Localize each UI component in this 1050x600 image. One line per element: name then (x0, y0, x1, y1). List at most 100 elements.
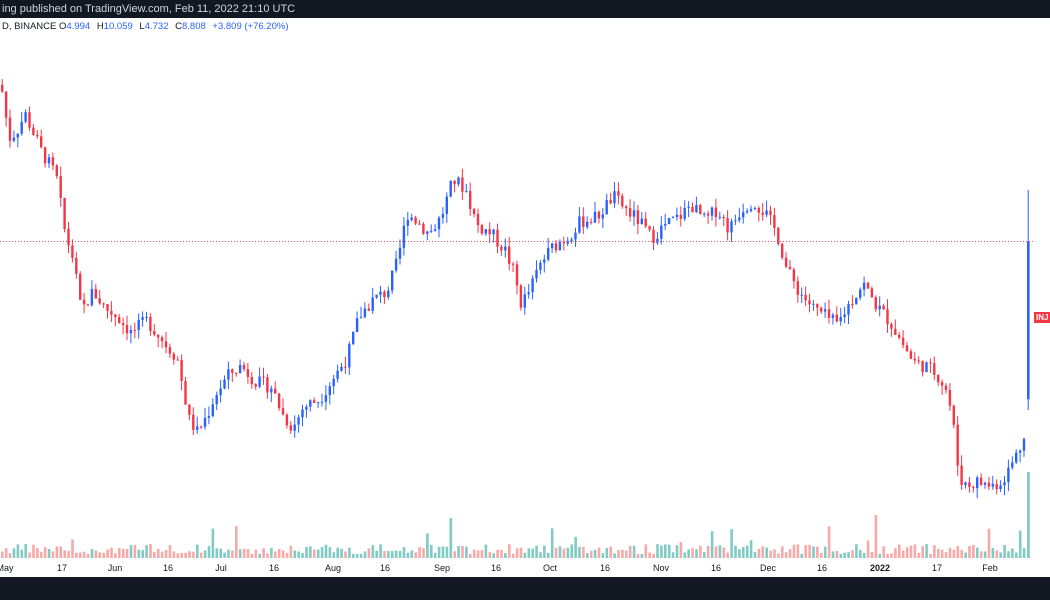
candle-body (765, 210, 768, 215)
volume-bar (730, 529, 733, 558)
volume-bar (535, 545, 538, 558)
candle-body (133, 329, 136, 331)
candle-body (890, 324, 893, 329)
volume-bar (336, 547, 339, 558)
volume-bar (870, 551, 874, 558)
volume-bar (734, 545, 737, 558)
candle-body (63, 197, 66, 229)
volume-bar (948, 547, 952, 558)
candle-body (441, 213, 445, 218)
volume-bar (827, 526, 831, 558)
volume-bar (110, 547, 113, 558)
volume-bar (613, 553, 616, 558)
candle-body (402, 225, 406, 248)
volume-bar (937, 548, 940, 558)
x-tick-label: 16 (491, 563, 501, 573)
time-axis: May 17 Jun 16 Jul 16 Aug 16 Sep 16 Oct 16 Nov 16 Dec 16… (0, 563, 998, 573)
candle-body (691, 206, 694, 213)
candle-body (98, 298, 101, 304)
volume-bar (671, 552, 675, 558)
volume-bar (656, 544, 659, 558)
volume-bar (586, 552, 589, 558)
volume-bar (430, 544, 433, 558)
volume-bar (901, 550, 905, 558)
volume-bar (192, 551, 195, 558)
candle-body (406, 220, 409, 226)
candle-body (964, 482, 967, 485)
candle-body (328, 386, 331, 396)
volume-bar (570, 544, 573, 558)
candle-body (320, 401, 324, 403)
candle-body (905, 345, 909, 352)
candle-body (433, 229, 437, 231)
volume-bar (562, 548, 566, 558)
candle-body (414, 217, 417, 224)
volume-bar (250, 553, 254, 558)
candle-body (465, 191, 468, 193)
volume-bar (617, 550, 620, 558)
candle-body (121, 323, 125, 326)
candle-body (999, 485, 1002, 490)
volume-bar (219, 548, 222, 558)
candle-body (371, 297, 374, 311)
volume-bar (383, 551, 386, 558)
current-volume-bar (1027, 472, 1030, 558)
volume-bar (36, 547, 39, 558)
volume-bar (640, 553, 644, 558)
volume-bar (496, 549, 499, 558)
candle-body (664, 224, 667, 226)
volume-bar (160, 551, 164, 558)
volume-bar (355, 553, 359, 558)
candle-body (476, 214, 480, 226)
candle-body (141, 317, 144, 320)
volume-bar (816, 546, 819, 558)
volume-bar (55, 546, 59, 558)
candle-body (734, 220, 737, 222)
volume-bar (804, 545, 807, 558)
candle-body (359, 317, 363, 319)
candle-body (281, 408, 285, 415)
candle-body (901, 337, 905, 346)
candle-body (164, 341, 168, 348)
candle-body (118, 317, 121, 324)
candle-body (102, 303, 105, 305)
candle-body (51, 157, 55, 166)
candle-body (215, 395, 218, 405)
volume-bar (465, 546, 468, 558)
volume-bar (172, 551, 176, 558)
volume-bar (554, 547, 558, 558)
volume-bar (285, 552, 289, 558)
candle-body (539, 262, 542, 270)
volume-bar (246, 549, 250, 558)
candle-body (878, 305, 881, 310)
volume-bar (761, 546, 765, 558)
candle-body (207, 416, 211, 418)
volume-bar (371, 545, 375, 558)
volume-bar (359, 553, 363, 558)
volume-bar (898, 544, 901, 558)
volume-bar (258, 553, 261, 558)
candle-body (777, 227, 780, 244)
volume-bar (593, 549, 597, 558)
candle-body (235, 372, 238, 374)
volume-bar (710, 531, 714, 558)
candle-body (738, 217, 741, 221)
volume-bar (991, 548, 995, 558)
open-label: O (59, 21, 67, 32)
candle-body (976, 477, 979, 489)
candle-body (1011, 462, 1014, 468)
volume-bar (168, 545, 172, 558)
volume-bar (589, 550, 593, 558)
candle-body (523, 294, 526, 308)
candle-body (20, 121, 23, 134)
volume-bar (972, 544, 975, 558)
volume-bar (297, 551, 300, 558)
volume-bar (757, 548, 761, 558)
volume-bar (987, 528, 991, 558)
volume-bar (227, 549, 230, 558)
volume-bar (644, 544, 648, 558)
candle-body (675, 214, 679, 218)
price-chart[interactable]: May 17 Jun 16 Jul 16 Aug 16 Sep 16 Oct 16 Nov 16 Dec 16… (0, 18, 1050, 577)
candle-body (800, 294, 803, 296)
candle-body (1022, 438, 1026, 451)
